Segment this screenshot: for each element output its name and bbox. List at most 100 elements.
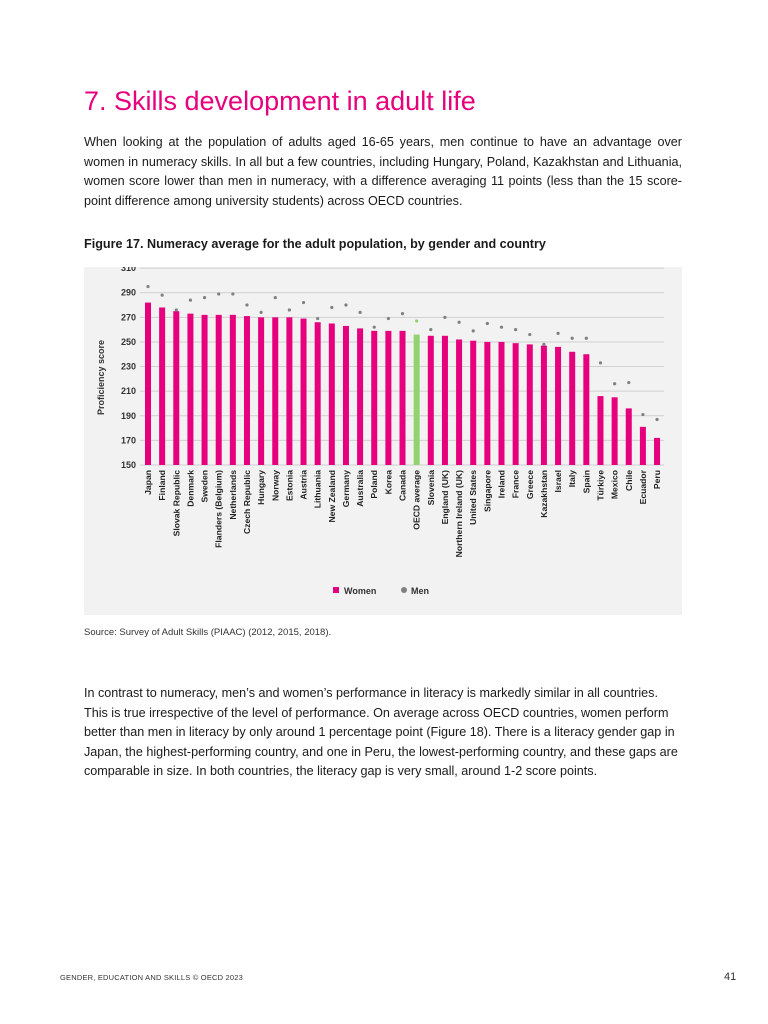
bar-women [314,322,321,465]
y-axis-label: Proficiency score [96,340,106,415]
point-men [443,315,447,319]
bar-women [427,335,434,465]
bar-women [498,341,505,465]
x-tick-label: Ecuador [638,469,648,504]
point-men [160,293,164,297]
legend-women-swatch [333,587,339,593]
y-tick-label: 310 [121,267,136,273]
point-men [330,305,334,310]
bar-women [540,345,547,465]
y-tick-label: 190 [121,411,136,421]
bar-women [286,317,293,465]
page-number: 41 [724,971,737,983]
x-tick-label: Flanders (Belgium) [214,470,224,548]
point-men [273,296,277,300]
point-men [627,380,631,385]
point-men [316,316,320,321]
x-tick-label: Peru [652,470,662,489]
bar-women [625,408,632,465]
point-men [641,412,645,417]
bar-women [484,341,491,465]
x-tick-label: Japan [143,470,153,495]
bar-women [229,314,236,465]
point-men [188,298,193,302]
point-men [146,284,150,289]
bar-women [145,302,151,465]
bar-women [470,340,477,465]
point-men [358,310,362,315]
bar-women [328,323,335,465]
bar-women [272,317,279,465]
point-men [528,332,532,337]
bar-women [555,346,562,465]
point-men [499,325,504,329]
bar-women [342,325,349,465]
point-men [584,336,588,340]
point-men [386,316,390,321]
x-tick-label: Korea [383,470,393,495]
bar-women [385,330,392,465]
point-men [613,382,617,386]
point-men [457,320,461,324]
x-tick-label: Italy [567,470,577,487]
x-tick-label: Slovak Republic [171,470,181,537]
x-tick-label: Greece [525,470,535,499]
bar-women [357,328,364,465]
point-men [429,328,433,332]
bar-women [159,307,166,465]
x-tick-label: France [511,470,521,498]
bar-women [456,339,463,465]
point-men [485,321,489,326]
bar-women [215,314,222,465]
bar-women [526,344,533,465]
bar-women [512,343,519,465]
section-title: 7. Skills development in adult life [84,86,476,116]
point-men [217,292,221,296]
x-tick-label: Singapore [482,470,492,512]
x-tick-label: Sweden [200,470,210,502]
point-men [655,417,659,422]
x-tick-label: Israel [553,470,563,492]
y-tick-label: 250 [121,337,136,347]
point-men [231,292,235,296]
x-tick-label: Austria [299,470,309,500]
point-men [372,325,376,329]
point-men [400,312,405,316]
point-men [344,303,348,307]
y-tick-label: 270 [121,312,136,322]
bar-women [371,330,378,465]
paragraph-numeracy: When looking at the population of adults… [84,135,682,208]
bar-women [654,437,661,465]
y-tick-label: 230 [121,362,136,372]
point-men [259,310,263,315]
y-tick-label: 290 [121,288,136,298]
bar-women [441,335,448,465]
x-tick-label: Mexico [610,470,620,499]
bar-women [611,397,618,465]
x-tick-label: Australia [355,470,365,507]
point-men [202,296,207,300]
point-men [245,303,249,307]
legend-men-label: Men [411,586,429,596]
point-men [301,300,306,305]
bar-women [399,330,406,465]
bar-women [201,314,208,465]
numeracy-chart: 150 170 190 210 230 250 270 290 310 Proficiency s… [96,263,664,596]
bar-women [173,311,180,465]
bar-women [569,351,576,465]
x-tick-label: Northern Ireland (UK) [454,470,464,558]
point-men [471,329,475,333]
x-tick-label: Lithuania [313,470,323,508]
x-tick-label: United States [468,470,478,525]
point-men [287,308,291,312]
bar-women [639,426,646,465]
x-tick-label: Finland [157,470,167,501]
y-tick-label: 170 [121,435,136,445]
x-tick-label: Hungary [256,470,266,505]
y-tick-label: 210 [121,386,136,396]
point-men [570,336,574,340]
footer: GENDER, EDUCATION AND SKILLS © OECD 2023 [60,973,244,982]
point-men [514,328,518,332]
point-men [542,342,546,346]
bar-women [300,318,307,465]
